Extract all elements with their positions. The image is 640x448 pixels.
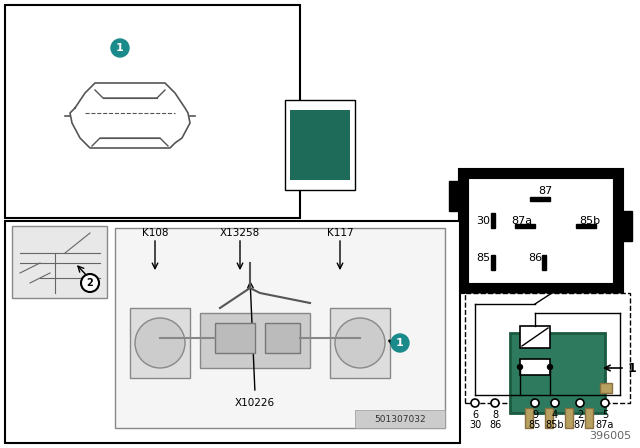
Bar [515, 224, 535, 228]
Circle shape [551, 399, 559, 407]
Circle shape [601, 399, 609, 407]
Text: 1: 1 [396, 338, 404, 348]
Text: 1: 1 [628, 362, 637, 375]
Text: 87a: 87a [511, 216, 532, 226]
Text: 5: 5 [602, 410, 608, 420]
Text: 9: 9 [532, 410, 538, 420]
Bar [200, 313, 310, 368]
Bar [545, 408, 553, 428]
Circle shape [518, 365, 522, 370]
Text: X10226: X10226 [235, 398, 275, 408]
Bar [600, 383, 612, 393]
Bar [355, 410, 445, 428]
Bar [520, 326, 550, 348]
Bar [5, 221, 460, 443]
Circle shape [531, 399, 539, 407]
Circle shape [111, 39, 129, 57]
Text: 87: 87 [574, 420, 586, 430]
Circle shape [391, 334, 409, 352]
Circle shape [471, 399, 479, 407]
Text: 4: 4 [552, 410, 558, 420]
Bar [330, 308, 390, 378]
Bar [525, 408, 533, 428]
Bar [265, 323, 300, 353]
Bar [12, 226, 107, 298]
Bar [585, 408, 593, 428]
Circle shape [576, 399, 584, 407]
Bar [520, 359, 550, 375]
Text: 87a: 87a [596, 420, 614, 430]
Bar [215, 323, 255, 353]
Text: 396005: 396005 [589, 431, 631, 441]
Bar [542, 255, 546, 270]
Bar [618, 211, 632, 241]
Text: 86: 86 [489, 420, 501, 430]
Text: 85b: 85b [579, 216, 600, 226]
Circle shape [135, 318, 185, 368]
Bar [285, 100, 355, 190]
Text: 2: 2 [86, 278, 93, 288]
Bar [491, 255, 495, 270]
Bar [576, 224, 596, 228]
Text: 6: 6 [472, 410, 478, 420]
Text: K108: K108 [141, 228, 168, 238]
Text: 30: 30 [469, 420, 481, 430]
Circle shape [335, 318, 385, 368]
Bar [491, 213, 495, 228]
Text: 85: 85 [529, 420, 541, 430]
Bar [565, 408, 573, 428]
Text: 86: 86 [528, 253, 542, 263]
Bar [449, 181, 463, 211]
Text: X13258: X13258 [220, 228, 260, 238]
Circle shape [491, 399, 499, 407]
Text: K117: K117 [326, 228, 353, 238]
Bar [5, 5, 300, 218]
Text: 30: 30 [476, 216, 490, 226]
Bar [130, 308, 190, 378]
Bar [510, 333, 605, 413]
Circle shape [547, 365, 552, 370]
Text: 85: 85 [476, 253, 490, 263]
Text: 1: 1 [116, 43, 124, 53]
Bar [115, 228, 445, 428]
Text: 85b: 85b [546, 420, 564, 430]
Bar [465, 293, 630, 403]
Circle shape [81, 274, 99, 292]
Bar [530, 197, 550, 201]
Bar [463, 173, 618, 288]
Text: 8: 8 [492, 410, 498, 420]
Text: 87: 87 [538, 186, 552, 196]
Bar [290, 110, 350, 180]
Text: 2: 2 [577, 410, 583, 420]
Text: 501307032: 501307032 [374, 414, 426, 423]
